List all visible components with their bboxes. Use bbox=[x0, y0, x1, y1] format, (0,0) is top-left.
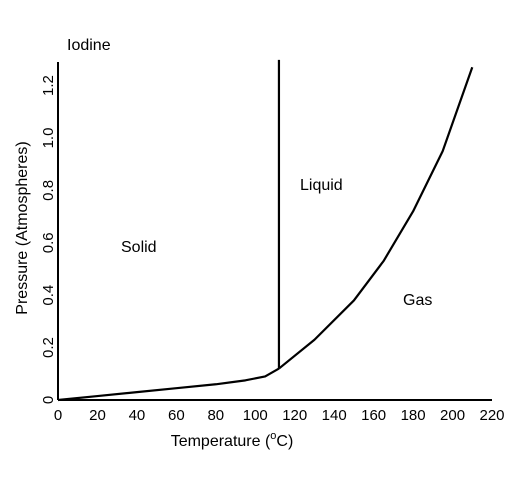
x-tick-label-11: 220 bbox=[479, 407, 504, 424]
x-tick-label-5: 100 bbox=[243, 407, 268, 424]
y-tick-label-4: 0.8 bbox=[40, 180, 57, 201]
y-axis-label: Pressure (Atmospheres) bbox=[14, 141, 31, 314]
x-tick-label-4: 80 bbox=[207, 407, 224, 424]
region-label-liquid: Liquid bbox=[300, 177, 343, 194]
x-tick-label-10: 200 bbox=[440, 407, 465, 424]
y-tick-labels: 0 0.2 0.4 0.6 0.8 1.0 1.2 bbox=[40, 75, 57, 404]
x-axis-label-end: C) bbox=[276, 433, 293, 450]
axes bbox=[57, 62, 492, 401]
x-tick-label-6: 120 bbox=[282, 407, 307, 424]
y-tick-label-1: 0.2 bbox=[40, 337, 57, 358]
series-group bbox=[57, 59, 474, 402]
x-axis-label: Temperature (oC) bbox=[171, 430, 294, 450]
series-line-sublimation bbox=[57, 367, 280, 402]
x-tick-label-2: 40 bbox=[129, 407, 146, 424]
chart-title: Iodine bbox=[67, 37, 111, 54]
x-tick-label-0: 0 bbox=[54, 407, 62, 424]
x-tick-label-3: 60 bbox=[168, 407, 185, 424]
y-tick-label-0: 0 bbox=[40, 396, 57, 404]
x-axis-label-main: Temperature ( bbox=[171, 433, 271, 450]
x-tick-label-9: 180 bbox=[401, 407, 426, 424]
y-tick-label-2: 0.4 bbox=[40, 285, 57, 306]
x-tick-label-1: 20 bbox=[89, 407, 106, 424]
region-label-gas: Gas bbox=[403, 292, 432, 309]
series-line-vaporization bbox=[278, 66, 474, 370]
y-tick-label-5: 1.0 bbox=[40, 128, 57, 149]
x-tick-labels: 0 20 40 60 80 100 120 140 160 180 200 220 bbox=[54, 407, 505, 424]
y-tick-label-3: 0.6 bbox=[40, 232, 57, 253]
x-tick-label-8: 160 bbox=[361, 407, 386, 424]
region-label-solid: Solid bbox=[121, 239, 157, 256]
y-tick-label-6: 1.2 bbox=[40, 75, 57, 96]
x-axis-label-superscript: o bbox=[270, 430, 276, 442]
x-tick-label-7: 140 bbox=[322, 407, 347, 424]
